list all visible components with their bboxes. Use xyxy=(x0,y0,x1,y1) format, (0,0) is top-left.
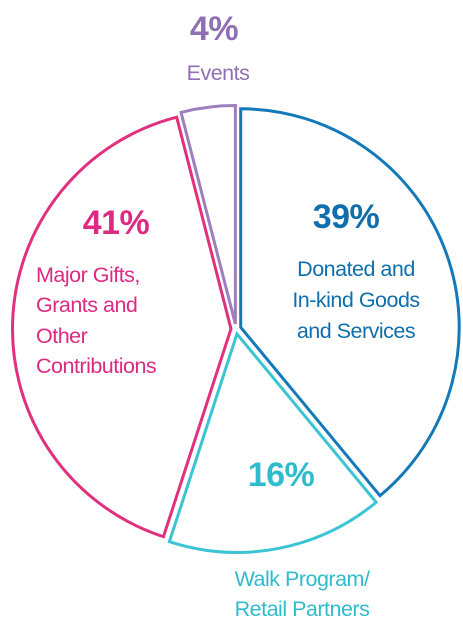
pie-slices xyxy=(11,104,461,554)
pie-slice-3 xyxy=(179,104,237,325)
major-label-line-3: Other xyxy=(36,324,88,348)
walk-label-line-2: Retail Partners xyxy=(235,597,370,621)
events-percent: 4% xyxy=(190,10,238,48)
pie-slice-1 xyxy=(167,330,379,554)
pie-slice-0 xyxy=(239,107,461,498)
major-label-line-1: Major Gifts, xyxy=(36,263,140,287)
events-label: Events xyxy=(187,61,250,85)
donated-label-line-1: Donated and xyxy=(297,257,415,281)
donated-label-line-3: and Services xyxy=(297,319,415,343)
major-label-line-4: Contributions xyxy=(36,354,156,378)
pie-slice-2 xyxy=(11,115,233,539)
donated-percent: 39% xyxy=(313,198,380,236)
donated-label-line-2: In-kind Goods xyxy=(292,288,419,312)
major-percent: 41% xyxy=(83,204,150,242)
walk-percent: 16% xyxy=(248,456,315,494)
major-label-line-2: Grants and xyxy=(36,293,137,317)
walk-label-line-1: Walk Program/ xyxy=(235,567,370,591)
